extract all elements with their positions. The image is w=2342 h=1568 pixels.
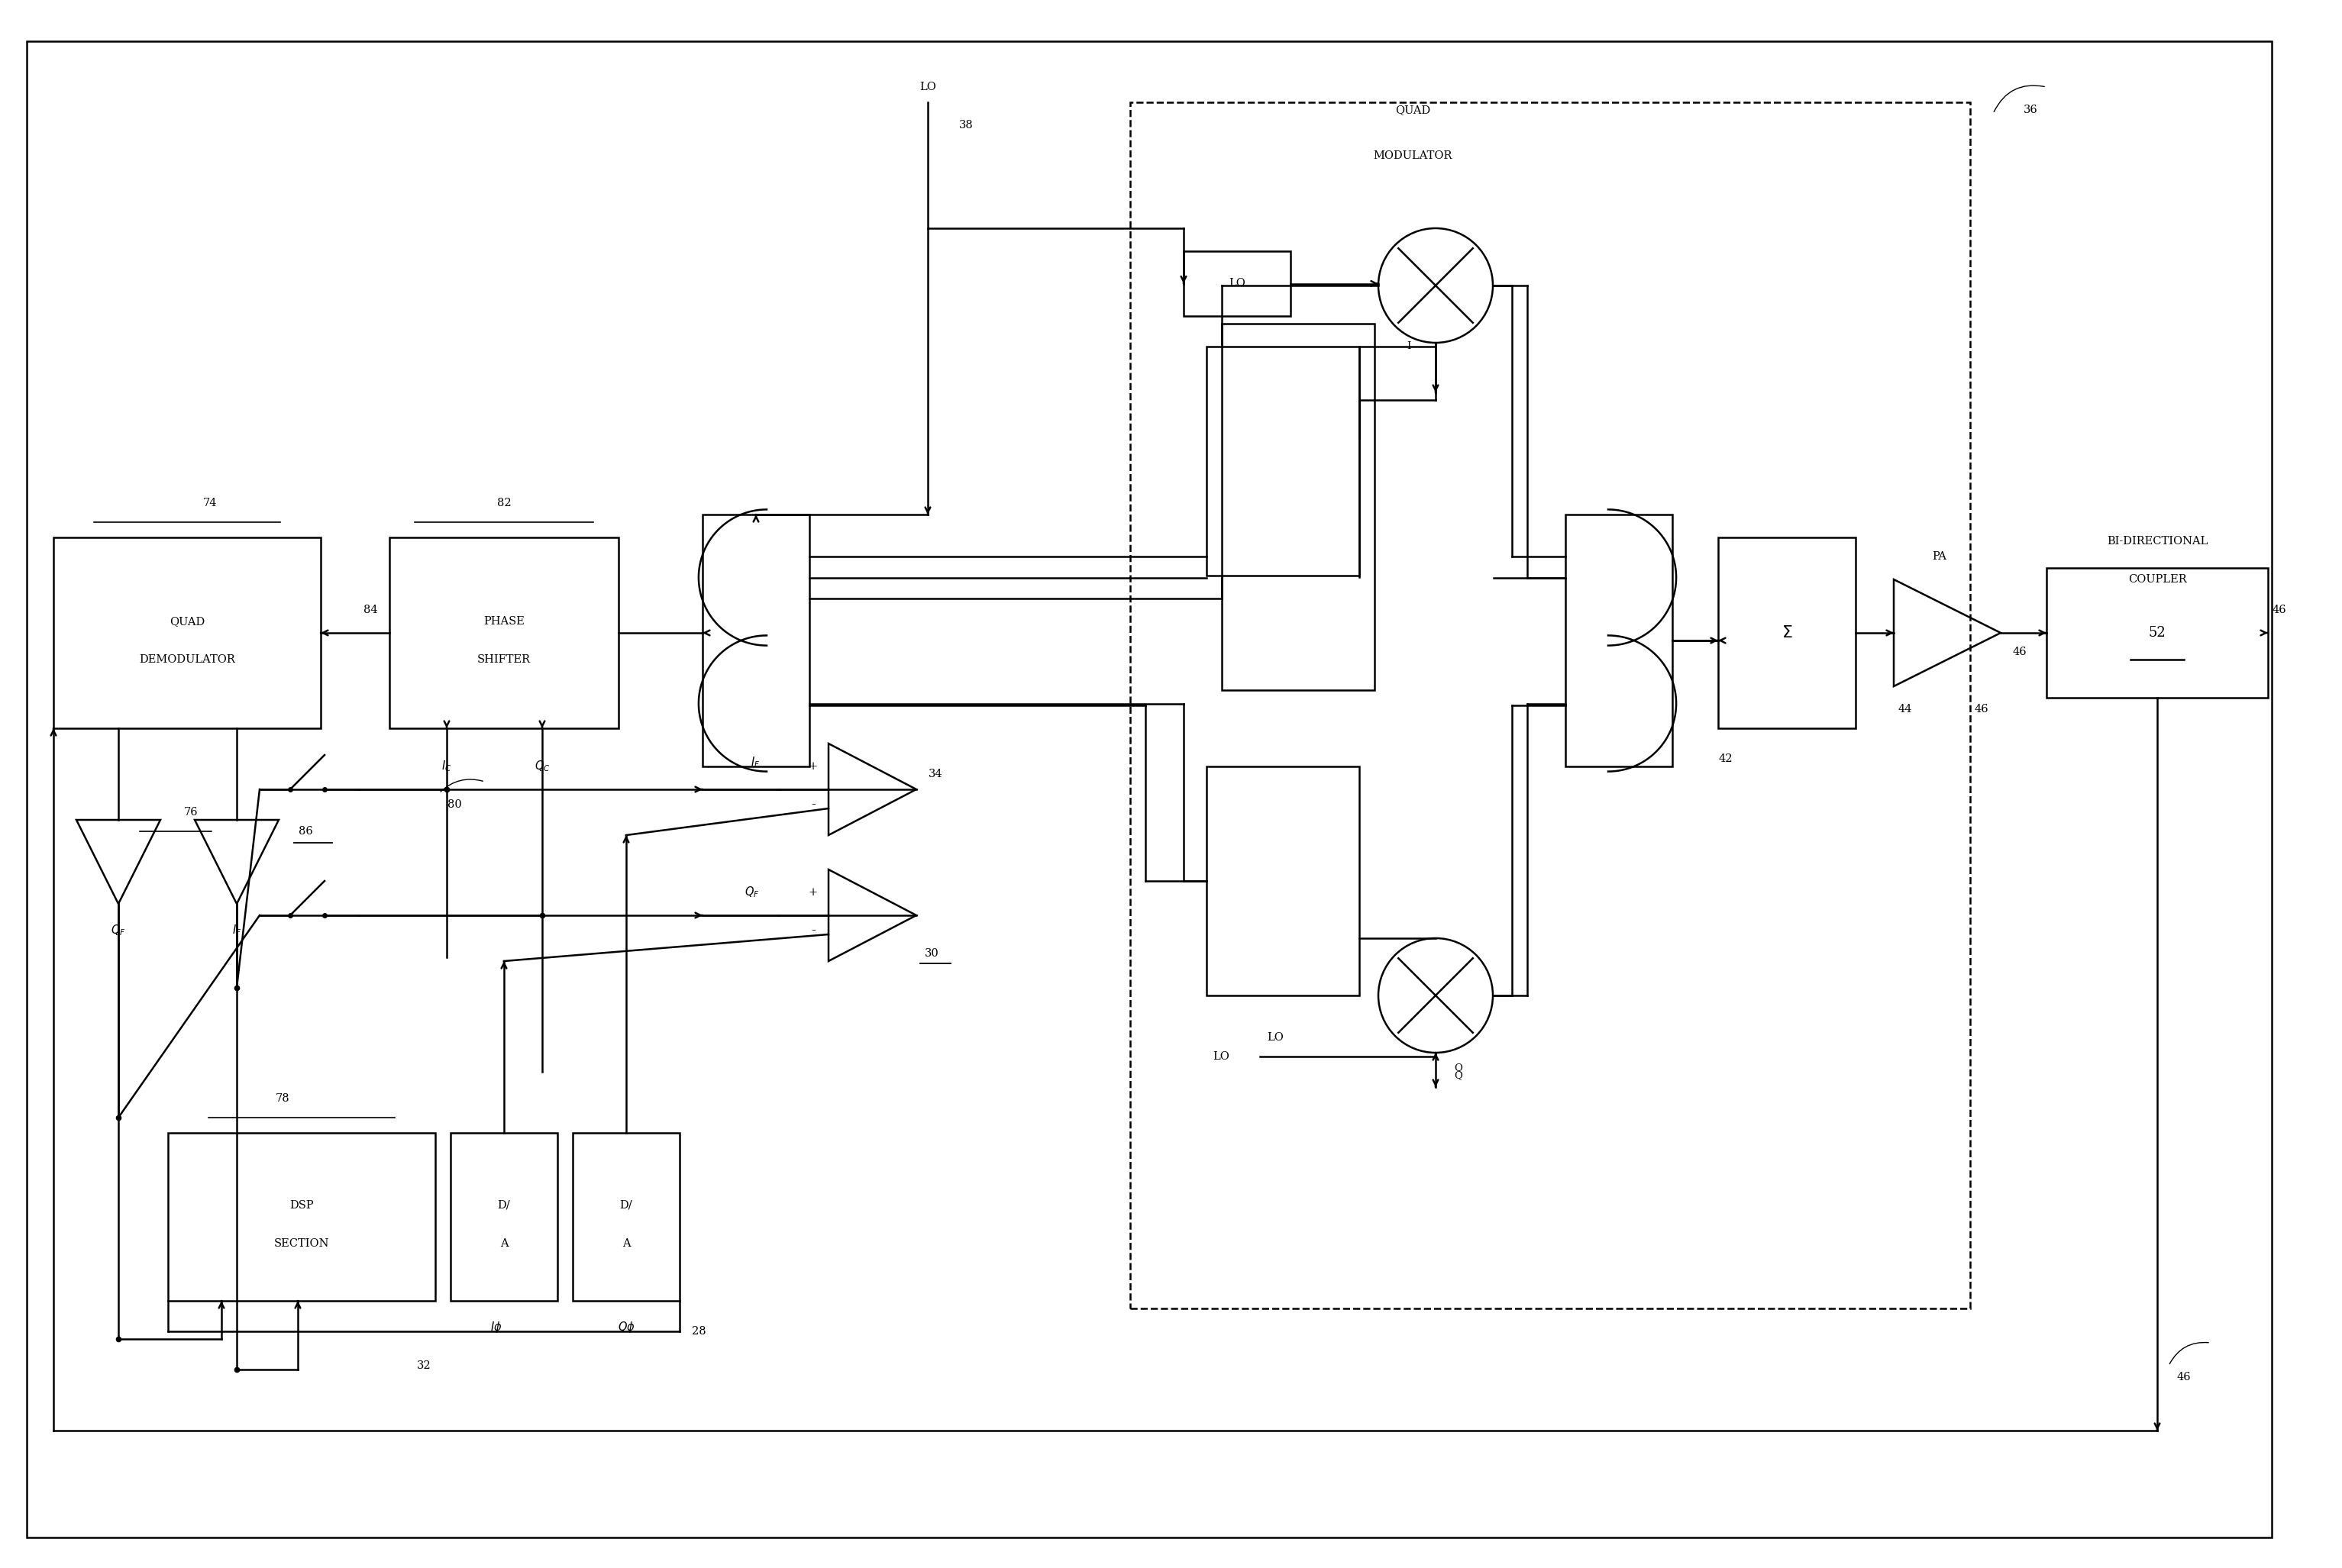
Text: -: - [810,924,815,938]
Text: 46: 46 [2012,646,2026,657]
Text: 38: 38 [958,119,974,130]
Text: PHASE: PHASE [482,616,525,627]
Text: 30: 30 [925,949,939,958]
Text: SHIFTER: SHIFTER [478,654,532,665]
Text: COUPLER: COUPLER [2129,574,2187,585]
Text: BI-DIRECTIONAL: BI-DIRECTIONAL [2108,536,2209,547]
Text: 84: 84 [363,605,377,615]
Text: DEMODULATOR: DEMODULATOR [138,654,234,665]
Text: $\Sigma$: $\Sigma$ [1782,624,1792,641]
Bar [1564,514,1672,767]
Text: 46: 46 [2272,605,2286,615]
Bar [1223,323,1375,690]
Text: 86: 86 [297,826,311,837]
Text: 52: 52 [2148,626,2166,640]
Text: 32: 32 [417,1361,431,1370]
Text: PA: PA [1932,552,1946,561]
Text: $I_F$: $I_F$ [232,924,241,938]
Bar [1206,347,1358,575]
Bar [54,538,321,728]
Text: QUAD: QUAD [169,616,204,627]
Text: 28: 28 [691,1327,705,1336]
Bar [574,1132,679,1301]
Text: 78: 78 [276,1093,290,1104]
Text: QUAD: QUAD [1396,105,1431,116]
Text: 76: 76 [183,808,199,817]
Text: LO: LO [1267,1032,1283,1043]
Text: LO: LO [1230,278,1246,289]
Text: $I_F$: $I_F$ [749,756,759,770]
Bar [703,514,810,767]
Text: +: + [808,760,817,771]
Bar [450,1132,557,1301]
Text: 34: 34 [927,768,941,779]
Text: 46: 46 [2176,1372,2192,1383]
Text: $Q_C$: $Q_C$ [534,759,550,773]
Bar [1131,102,1970,1308]
Text: SECTION: SECTION [274,1239,330,1248]
Text: MODULATOR: MODULATOR [1372,151,1452,162]
Text: 44: 44 [1897,704,1913,715]
Text: $I_C$: $I_C$ [443,759,452,773]
Text: -: - [810,798,815,811]
Text: 46: 46 [1974,704,1988,715]
Text: +: + [808,887,817,898]
Text: Q: Q [1454,1071,1464,1080]
Bar [1206,767,1358,996]
Text: $Q_F$: $Q_F$ [110,924,126,938]
Text: 42: 42 [1719,754,1733,764]
Bar [1719,538,1855,728]
Bar [2047,568,2267,698]
Text: DSP: DSP [290,1200,314,1210]
Text: $I\phi$: $I\phi$ [489,1320,501,1334]
Text: $Q\phi$: $Q\phi$ [618,1320,635,1334]
Text: 74: 74 [204,497,218,508]
Text: A: A [623,1239,630,1248]
Bar [1183,251,1290,317]
Text: A: A [499,1239,508,1248]
Text: 80: 80 [447,800,461,811]
Text: 82: 82 [497,497,511,508]
Text: Q: Q [1454,1063,1464,1073]
Text: D/: D/ [621,1200,632,1210]
Text: 36: 36 [2023,105,2038,116]
Bar [169,1132,436,1301]
Text: I: I [1408,342,1410,351]
Text: D/: D/ [497,1200,511,1210]
Text: LO: LO [920,82,937,93]
Bar [389,538,618,728]
Text: LO: LO [1213,1051,1230,1062]
Text: $Q_F$: $Q_F$ [745,886,759,900]
